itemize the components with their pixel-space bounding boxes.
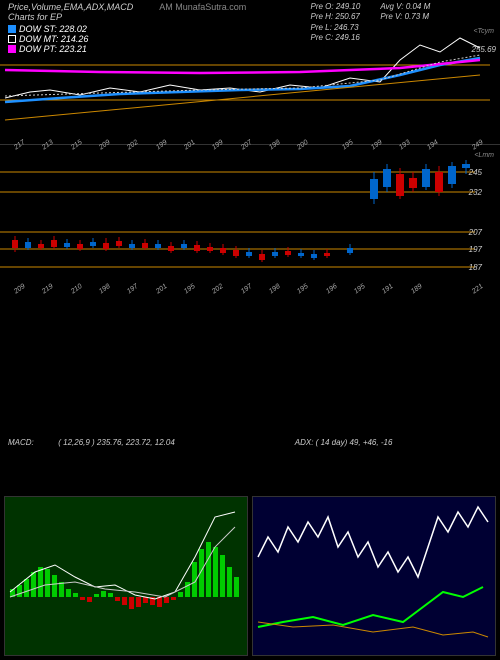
- adx-panel: [252, 496, 496, 656]
- last-price-label: 255.69: [472, 45, 496, 54]
- chart-title: Price,Volume,EMA,ADX,MACD Charts for EP: [8, 2, 159, 22]
- axis-label-candle: <Lmm: [474, 152, 494, 159]
- price-x-axis: 2172132152092021992011992071982001951991…: [0, 145, 500, 152]
- svg-text:197: 197: [469, 245, 483, 254]
- indicator-labels: MACD: ( 12,26,9 ) 235.76, 223.72, 12.04 …: [8, 438, 492, 447]
- candlestick-chart: 245 232 207 197 187 <Lmm: [0, 154, 500, 289]
- watermark: AM MunafaSutra.com: [159, 2, 310, 12]
- ohlc-info: Pre O: 249.10Pre H: 250.67Pre L: 246.73P…: [311, 2, 493, 28]
- svg-text:245: 245: [468, 168, 483, 177]
- svg-text:232: 232: [468, 188, 483, 197]
- price-line-chart: 255.69 <Tcym: [0, 30, 500, 145]
- svg-text:187: 187: [469, 263, 483, 272]
- macd-panel: [4, 496, 248, 656]
- axis-label-top: <Tcym: [473, 28, 494, 35]
- svg-text:207: 207: [468, 228, 483, 237]
- indicator-panels: [0, 496, 500, 656]
- chart-header: Price,Volume,EMA,ADX,MACD Charts for EP …: [0, 0, 500, 30]
- candle-x-axis: 2092192101981972011952021971981951961951…: [0, 289, 500, 296]
